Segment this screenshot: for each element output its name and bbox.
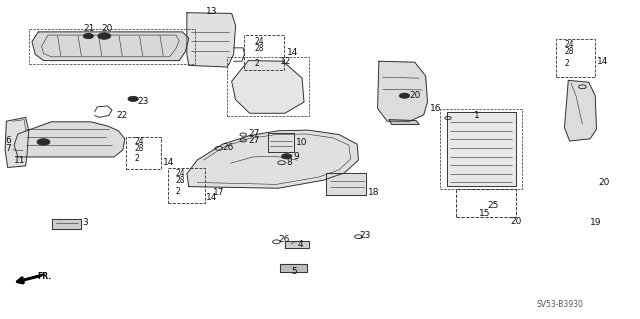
Text: 20: 20 [598, 178, 610, 187]
Polygon shape [447, 112, 516, 186]
Text: 16: 16 [430, 104, 442, 113]
Text: 7: 7 [5, 144, 11, 153]
Polygon shape [285, 241, 309, 248]
Text: 6: 6 [5, 137, 11, 145]
Circle shape [399, 93, 410, 98]
Text: 3: 3 [82, 218, 88, 227]
Polygon shape [389, 120, 419, 124]
Text: 2: 2 [134, 154, 139, 163]
Text: 24: 24 [564, 40, 574, 49]
Polygon shape [280, 264, 307, 272]
Polygon shape [52, 219, 81, 229]
Text: 2: 2 [176, 187, 180, 196]
Polygon shape [232, 61, 304, 113]
Text: 26: 26 [278, 235, 290, 244]
Polygon shape [564, 80, 596, 141]
Text: 9: 9 [293, 152, 299, 161]
Text: 28: 28 [176, 176, 186, 185]
Text: 28: 28 [134, 144, 144, 153]
Text: 26: 26 [223, 143, 234, 152]
Polygon shape [14, 122, 125, 157]
Polygon shape [5, 117, 29, 167]
Text: 14: 14 [597, 57, 609, 66]
Text: 14: 14 [206, 193, 218, 202]
Text: 20: 20 [410, 91, 421, 100]
Polygon shape [187, 130, 358, 188]
Text: 23: 23 [360, 231, 371, 240]
Text: 27: 27 [248, 136, 260, 145]
Text: 20: 20 [511, 217, 522, 226]
Text: SV53-B3930: SV53-B3930 [536, 300, 583, 309]
Text: 11: 11 [14, 156, 26, 165]
Circle shape [128, 96, 138, 101]
Text: 27: 27 [248, 130, 260, 138]
Polygon shape [187, 13, 236, 67]
Text: 18: 18 [368, 189, 380, 197]
Text: 13: 13 [206, 7, 218, 16]
Text: 20: 20 [101, 24, 113, 33]
Text: 28: 28 [255, 44, 264, 53]
Text: 19: 19 [590, 218, 602, 227]
Text: 8: 8 [287, 158, 292, 167]
Text: 21: 21 [83, 24, 95, 33]
Polygon shape [378, 61, 428, 121]
Polygon shape [326, 173, 366, 195]
Text: 4: 4 [298, 240, 303, 249]
Text: 15: 15 [479, 209, 490, 218]
Text: FR.: FR. [37, 272, 51, 281]
Text: 17: 17 [212, 188, 224, 197]
Circle shape [37, 139, 50, 145]
Text: 10: 10 [296, 138, 307, 147]
Circle shape [83, 33, 93, 39]
Circle shape [98, 33, 111, 39]
Text: 14: 14 [287, 48, 298, 57]
Text: 23: 23 [138, 97, 149, 106]
Text: 1: 1 [474, 111, 479, 120]
Text: 25: 25 [488, 201, 499, 210]
Text: 24: 24 [176, 169, 186, 178]
Text: 24: 24 [255, 37, 264, 46]
Circle shape [282, 154, 292, 159]
Text: 2: 2 [255, 59, 259, 68]
Text: 14: 14 [163, 158, 174, 167]
Polygon shape [268, 133, 294, 152]
Text: 24: 24 [134, 137, 144, 146]
Text: 5: 5 [291, 267, 297, 276]
Text: 22: 22 [116, 111, 128, 120]
Polygon shape [32, 32, 189, 61]
Text: 28: 28 [564, 47, 574, 56]
Text: 2: 2 [564, 59, 569, 68]
Text: 12: 12 [280, 57, 292, 66]
